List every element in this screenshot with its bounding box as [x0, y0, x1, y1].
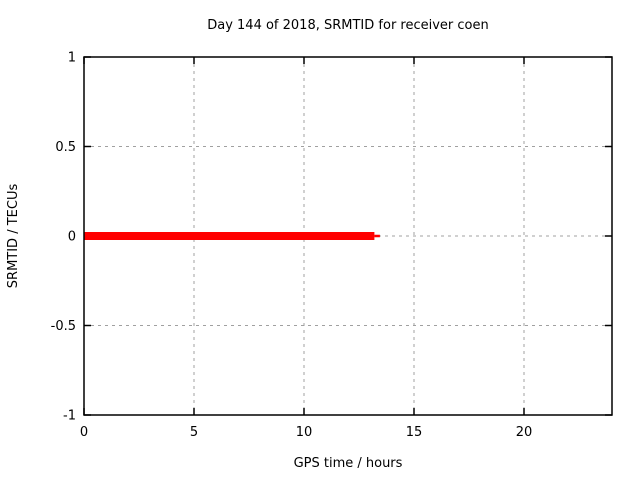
y-tick-label: 0.5 — [55, 140, 76, 155]
x-tick-label: 5 — [190, 425, 198, 440]
y-tick-label: 0 — [68, 230, 76, 245]
x-tick-label: 15 — [406, 425, 423, 440]
y-tick-label: -1 — [63, 409, 76, 424]
x-tick-label: 0 — [80, 425, 88, 440]
plot-area: 0 5 10 15 20 -1 -0.5 0 0.5 1 — [51, 51, 613, 441]
plot-border — [83, 56, 613, 416]
x-tick-label: 10 — [296, 425, 313, 440]
x-tick-label: 20 — [516, 425, 533, 440]
y-axis-label: SRMTID / TECUs — [6, 184, 21, 289]
y-tick-label: -0.5 — [51, 319, 76, 334]
x-axis-label: GPS time / hours — [294, 456, 403, 471]
y-tick-label: 1 — [68, 51, 76, 66]
tick-labels: 0 5 10 15 20 -1 -0.5 0 0.5 1 — [51, 51, 533, 441]
chart-title: Day 144 of 2018, SRMTID for receiver coe… — [207, 18, 489, 33]
